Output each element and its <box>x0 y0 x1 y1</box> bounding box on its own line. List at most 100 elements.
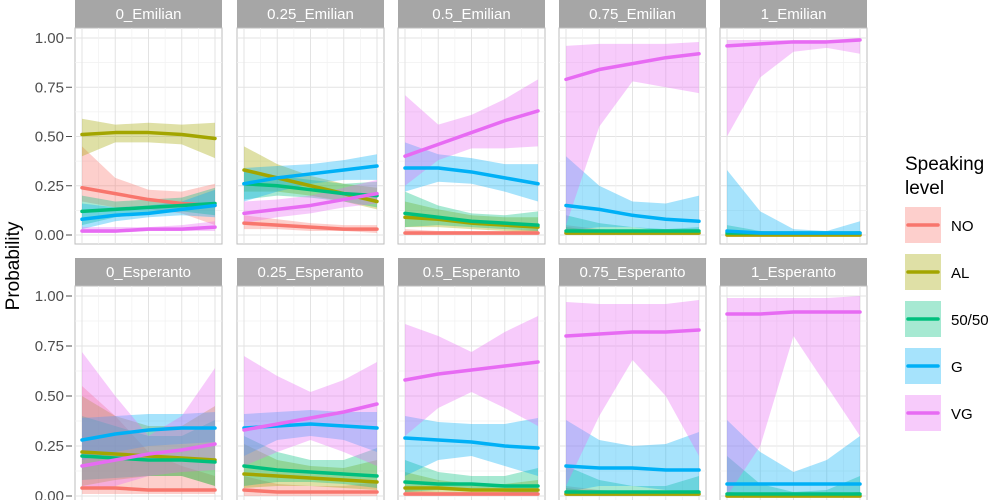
ci-ribbon-VG <box>727 38 860 137</box>
facet-strip-label: 1_Emilian <box>761 6 827 23</box>
facet-strip <box>398 0 545 28</box>
ci-ribbon-VG <box>405 316 538 436</box>
panel-marks <box>403 316 540 496</box>
ci-ribbon-AL <box>82 118 215 159</box>
series-line-VG <box>725 38 862 48</box>
series-line-G <box>564 464 701 472</box>
y-axis-label: Probability <box>3 221 24 310</box>
series-line-G <box>725 229 862 235</box>
legend-title: level <box>905 178 944 199</box>
series-line-AL <box>403 486 540 492</box>
legend: Speaking level NO AL 50/50 G VG <box>905 154 989 431</box>
series-line-NO <box>80 486 217 492</box>
facet-panel-0.25_Emilian: 0.25_Emilian <box>236 0 385 245</box>
panel-marks <box>564 300 701 496</box>
ci-ribbon-50/50 <box>566 466 699 496</box>
y-tick-label: 0.00 <box>35 227 64 244</box>
y-tick-label: 0.75 <box>35 79 64 96</box>
panel-grid <box>559 286 706 500</box>
ci-ribbon-G <box>727 169 860 235</box>
series-line-NO <box>242 221 379 231</box>
series-line-VG <box>242 402 379 432</box>
y-tick-label: 0.25 <box>35 178 64 195</box>
facet-panel-0.5_Esperanto: 0.5_Esperanto <box>397 258 546 500</box>
series-line-VG <box>403 360 540 382</box>
facet-strip-label: 0.5_Emilian <box>432 6 510 23</box>
facet-strip-label: 0_Emilian <box>116 6 182 23</box>
series-line-VG <box>80 225 217 233</box>
series-line-VG <box>242 191 379 216</box>
panel-marks <box>403 79 540 235</box>
series-line-50/50 <box>80 454 217 464</box>
ci-ribbon-VG <box>244 179 377 224</box>
panel-marks <box>564 41 701 235</box>
ci-ribbon-VG <box>566 300 699 486</box>
ci-ribbon-G <box>566 156 699 234</box>
legend-label: VG <box>951 406 973 423</box>
ci-ribbon-G <box>244 154 377 202</box>
ci-ribbon-AL <box>82 396 215 486</box>
series-line-VG <box>564 328 701 338</box>
series-line-VG <box>80 442 217 468</box>
series-line-G <box>403 436 540 450</box>
series-line-AL <box>80 130 217 141</box>
series-line-AL <box>403 215 540 229</box>
series-line-VG <box>403 109 540 158</box>
facet-strip <box>237 258 384 286</box>
facet-strip-label: 0.75_Emilian <box>589 6 676 23</box>
facet-strip <box>398 258 545 286</box>
ci-ribbon-VG <box>566 41 699 226</box>
facet-panel-0.75_Emilian: 0.75_Emilian <box>558 0 707 245</box>
facet-strip <box>559 258 706 286</box>
facet-strip <box>75 0 222 28</box>
series-line-VG <box>564 52 701 82</box>
panel-grid <box>720 28 867 244</box>
ci-ribbon-G <box>566 420 699 492</box>
facet-panel-0_Emilian: 0_Emilian 0.00 0.25 0.50 0.75 1.00 <box>35 0 223 245</box>
series-line-G <box>80 203 217 221</box>
ci-ribbon-50/50 <box>405 191 538 232</box>
panel-marks <box>242 356 379 496</box>
series-line-G <box>80 426 217 442</box>
ci-ribbon-G <box>405 416 538 476</box>
y-tick-label: 0.25 <box>35 438 64 455</box>
series-line-AL <box>242 472 379 484</box>
facet-panel-0.5_Emilian: 0.5_Emilian <box>397 0 546 245</box>
panel-marks <box>725 38 862 237</box>
ci-ribbon-NO <box>82 386 215 494</box>
panel-marks <box>80 352 217 494</box>
series-line-NO <box>242 488 379 494</box>
legend-label: NO <box>951 218 974 235</box>
legend-label: G <box>951 359 963 376</box>
legend-label: 50/50 <box>951 312 989 329</box>
ci-ribbon-VG <box>727 296 860 496</box>
facet-strip <box>559 0 706 28</box>
y-tick-label: 0.75 <box>35 338 64 355</box>
facet-strip <box>720 258 867 286</box>
facet-panel-1_Emilian: 1_Emilian <box>719 0 868 245</box>
ci-ribbon-G <box>82 189 215 230</box>
series-line-50/50 <box>80 201 217 214</box>
series-line-50/50 <box>242 464 379 478</box>
ci-ribbon-G <box>244 410 377 456</box>
legend-title: Speaking <box>905 154 984 175</box>
series-line-50/50 <box>242 182 379 198</box>
facet-strip <box>720 0 867 28</box>
ci-ribbon-G <box>82 412 215 460</box>
y-tick-label: 0.50 <box>35 129 64 146</box>
facet-strip-label: 0.25_Emilian <box>267 6 354 23</box>
facet-panel-0_Esperanto: 0_Esperanto 0.00 0.25 0.50 0.75 1.00 <box>35 258 223 500</box>
panel-marks <box>242 146 379 234</box>
series-line-AL <box>80 450 217 462</box>
facet-strip <box>75 258 222 286</box>
series-line-50/50 <box>403 480 540 488</box>
facet-panel-0.25_Esperanto: 0.25_Esperanto <box>236 258 385 500</box>
series-line-G <box>403 166 540 186</box>
legend-label: AL <box>951 265 969 282</box>
facet-strip-label: 0.25_Esperanto <box>258 264 364 281</box>
facet-strip-label: 1_Esperanto <box>751 264 836 281</box>
panel-marks <box>725 296 862 498</box>
series-line-VG <box>725 310 862 316</box>
panel-grid <box>398 28 545 244</box>
